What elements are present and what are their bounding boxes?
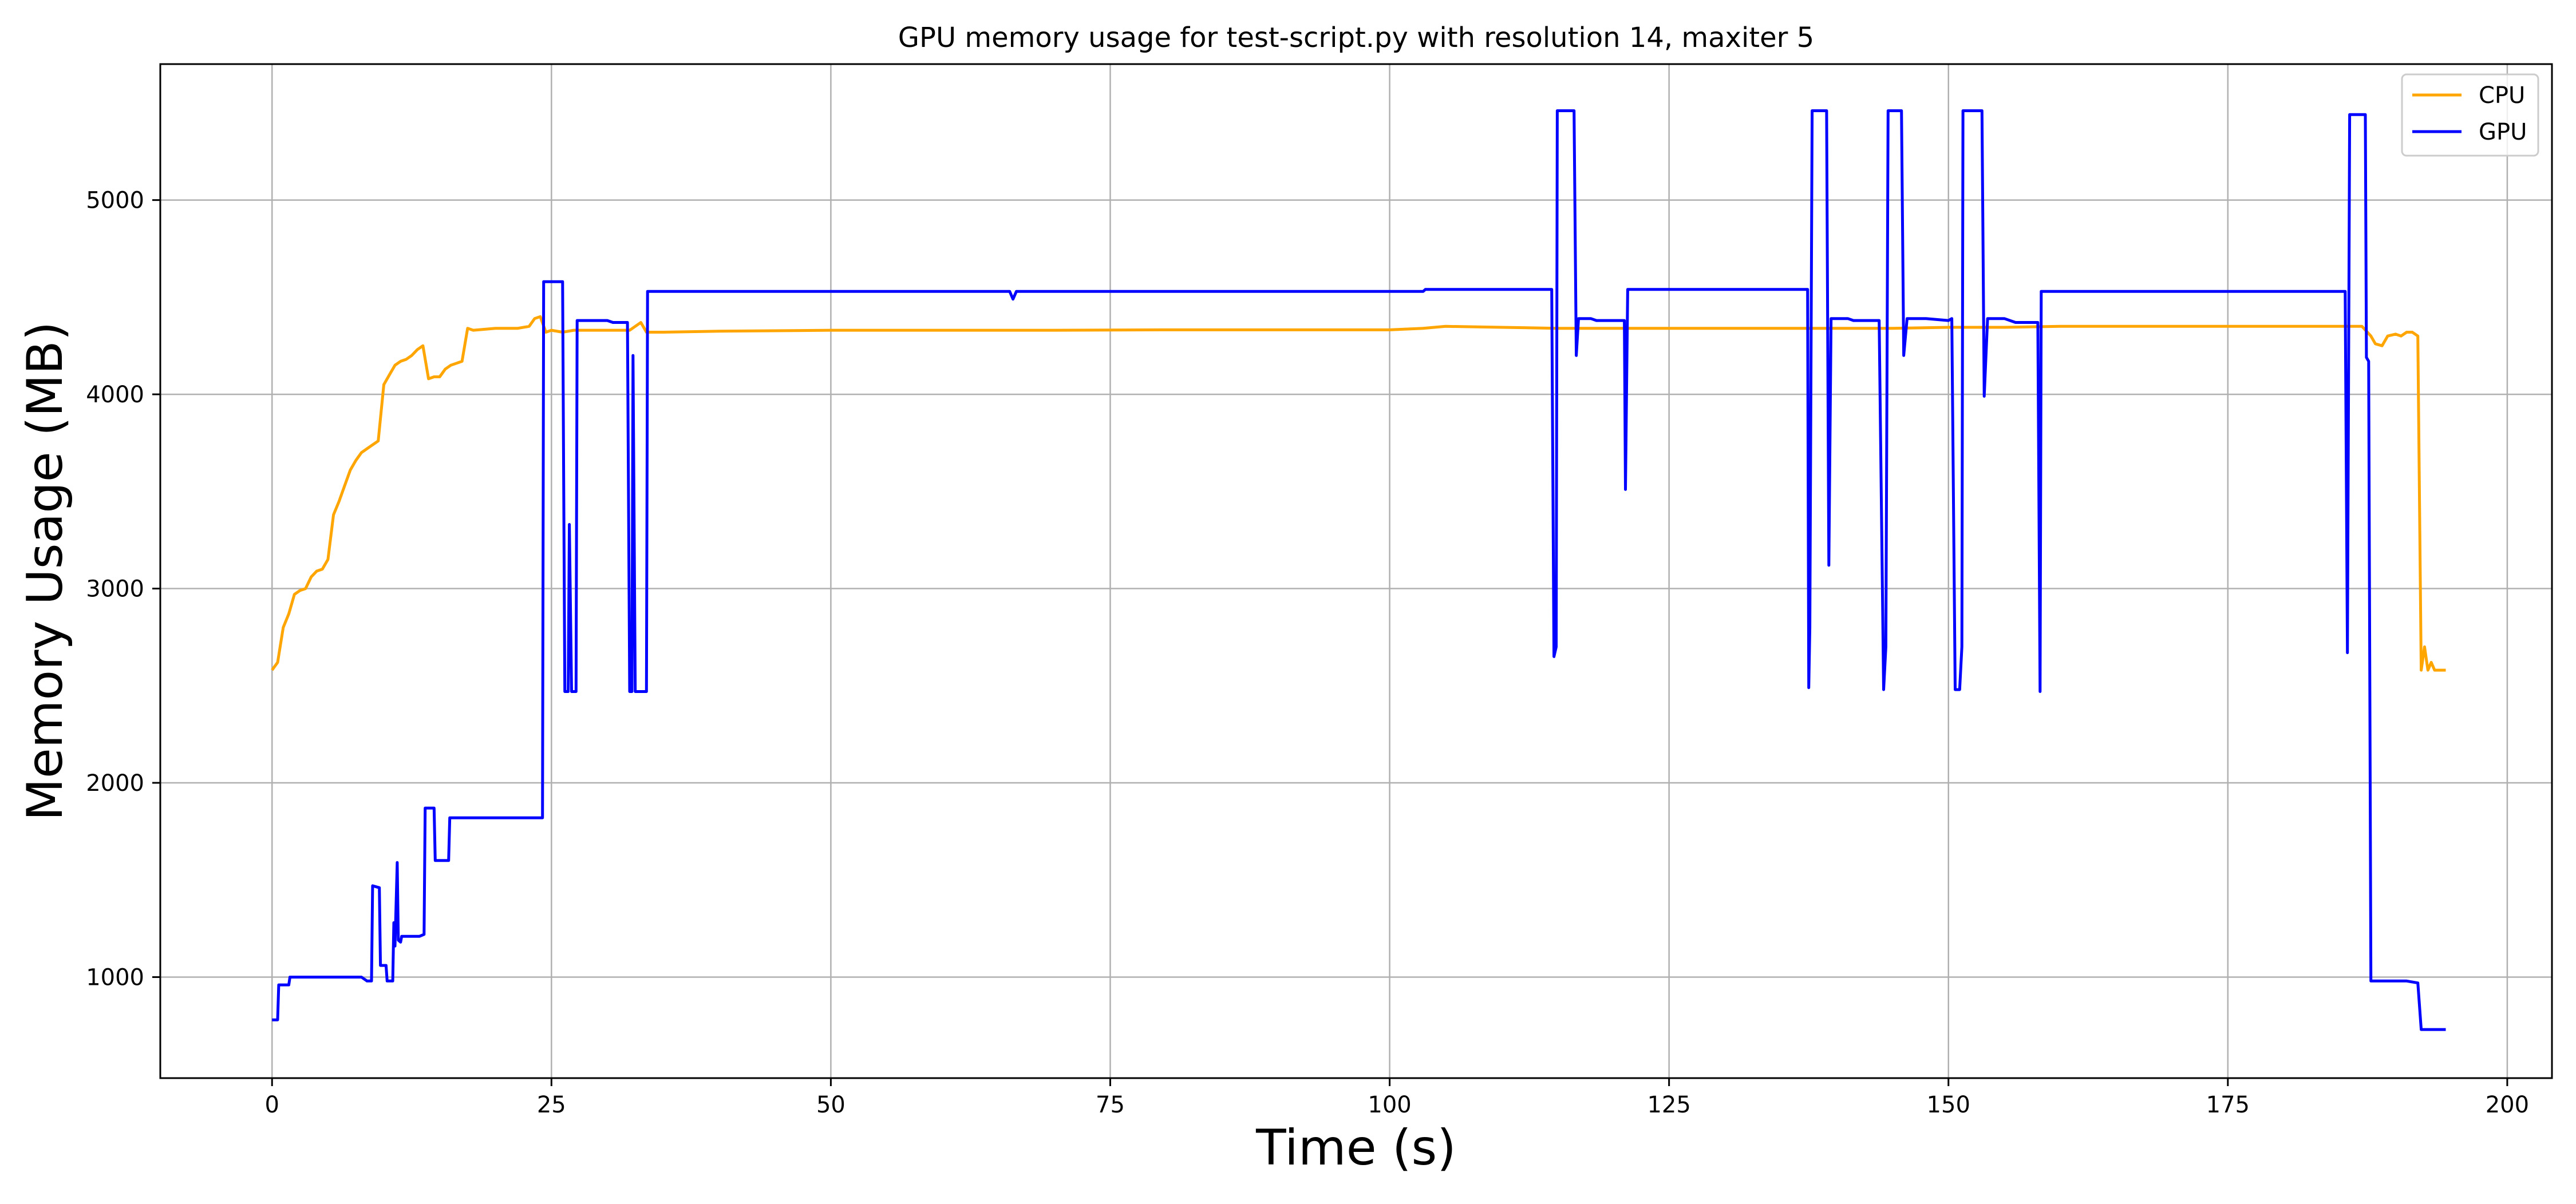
x-tick-label: 0 [265, 1092, 279, 1118]
x-axis-label: Time (s) [1255, 1119, 1456, 1177]
y-tick-label: 2000 [86, 770, 144, 797]
legend-label-cpu: CPU [2479, 82, 2525, 109]
chart-title: GPU memory usage for test-script.py with… [898, 22, 1814, 54]
y-tick-label: 3000 [86, 576, 144, 603]
x-tick-label: 100 [1368, 1092, 1411, 1118]
series-line-cpu [271, 315, 2446, 672]
x-tick-label: 175 [2206, 1092, 2250, 1118]
y-tick-label: 5000 [86, 188, 144, 214]
y-tick-label: 1000 [86, 964, 144, 991]
series-lines [271, 109, 2446, 1031]
axis-ticks: 0 25 50 75 100 125 150 175 200 1000 2000 3000 4000 50… [86, 188, 2529, 1118]
series-line-gpu [272, 109, 2446, 1031]
y-axis-label: Memory Usage (MB) [17, 322, 74, 821]
x-tick-label: 25 [537, 1092, 566, 1118]
x-tick-label: 150 [1927, 1092, 1970, 1118]
x-tick-label: 125 [1647, 1092, 1690, 1118]
x-tick-label: 75 [1096, 1092, 1125, 1118]
y-tick-label: 4000 [86, 382, 144, 408]
x-tick-label: 50 [816, 1092, 846, 1118]
plot-area-frame [159, 63, 2553, 1079]
x-tick-label: 200 [2486, 1092, 2529, 1118]
legend-label-gpu: GPU [2479, 119, 2527, 145]
legend: CPU GPU [2401, 73, 2539, 157]
grid [160, 64, 2552, 1078]
